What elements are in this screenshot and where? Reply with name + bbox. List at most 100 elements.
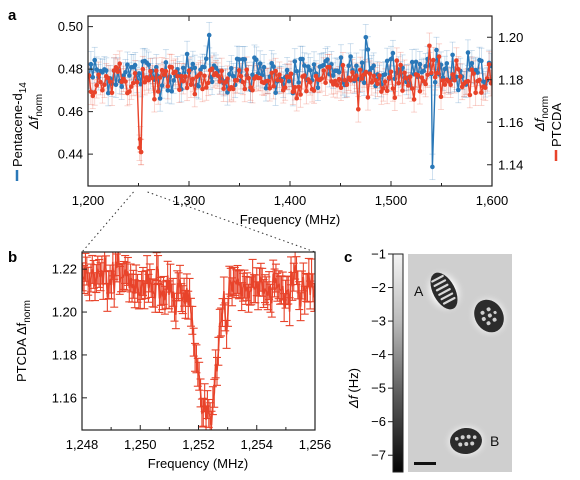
a-yr-tick-label: 1.18 bbox=[498, 72, 523, 87]
panel-label-c: c bbox=[344, 249, 352, 266]
a-data-point bbox=[146, 62, 151, 68]
a-data-point bbox=[157, 96, 163, 101]
a-data-point bbox=[240, 79, 246, 85]
a-data-point bbox=[431, 57, 436, 63]
a-data-point bbox=[152, 96, 157, 102]
a-data-point bbox=[269, 70, 275, 76]
a-data-point bbox=[382, 72, 388, 77]
a-data-point bbox=[342, 77, 348, 83]
a-data-point bbox=[175, 73, 180, 79]
svg-text:Δfnorm: Δfnorm bbox=[26, 94, 45, 130]
svg-text:PTCDA Δfnorm: PTCDA Δfnorm bbox=[14, 300, 33, 382]
a-yl-tick-label: 0.46 bbox=[58, 104, 83, 119]
a-data-point bbox=[257, 75, 263, 81]
a-data-point bbox=[96, 72, 101, 78]
a-data-point bbox=[159, 67, 165, 73]
a-data-point bbox=[196, 84, 201, 89]
right-y-label-main: PTCDA bbox=[549, 103, 564, 147]
a-yr-tick-label: 1.14 bbox=[498, 157, 523, 172]
a-data-point bbox=[467, 92, 473, 98]
a-data-point bbox=[88, 61, 94, 67]
a-data-point bbox=[450, 72, 455, 77]
a-data-point bbox=[94, 67, 99, 72]
a-data-point bbox=[338, 55, 344, 60]
colorbar-tick-label: −3 bbox=[371, 314, 386, 329]
a-data-point bbox=[392, 95, 398, 100]
a-data-point bbox=[100, 88, 105, 93]
a-data-point bbox=[307, 80, 313, 85]
b-x-tick-label: 1,248 bbox=[66, 437, 99, 452]
a-data-point bbox=[340, 62, 346, 68]
colorbar-tick-label: −4 bbox=[371, 347, 386, 362]
a-data-point bbox=[163, 68, 169, 74]
pentacene-series bbox=[88, 32, 492, 170]
a-data-point bbox=[94, 83, 99, 88]
a-data-point bbox=[456, 87, 461, 93]
a-data-point bbox=[477, 77, 482, 83]
a-x-tick-label: 1,200 bbox=[72, 193, 105, 208]
a-data-point bbox=[354, 73, 359, 78]
a-data-point bbox=[407, 74, 413, 79]
a-data-point bbox=[229, 66, 234, 71]
a-data-point bbox=[209, 79, 215, 85]
molecule-a bbox=[422, 266, 466, 316]
b-y-tick-label: 1.22 bbox=[52, 262, 77, 277]
a-data-point bbox=[363, 69, 369, 75]
a-data-point bbox=[123, 70, 128, 75]
a-data-point bbox=[409, 86, 415, 91]
left-y-label-sub: 14 bbox=[18, 82, 29, 94]
a-data-point bbox=[321, 68, 327, 73]
molecule-2 bbox=[466, 292, 512, 340]
a-data-point bbox=[430, 164, 435, 170]
a-data-point bbox=[290, 89, 296, 94]
a-data-point bbox=[129, 84, 134, 89]
a-data-point bbox=[423, 81, 428, 87]
a-data-point bbox=[390, 50, 396, 56]
a-data-point bbox=[454, 58, 459, 63]
a-data-point bbox=[113, 82, 119, 87]
colorbar-tick-label: −1 bbox=[371, 247, 386, 262]
a-data-point bbox=[442, 66, 448, 72]
panel-b-series bbox=[82, 252, 315, 426]
a-data-point bbox=[198, 71, 203, 76]
a-data-point bbox=[177, 87, 182, 93]
a-data-point bbox=[359, 60, 365, 65]
a-data-point bbox=[246, 75, 251, 81]
a-data-point bbox=[242, 86, 248, 92]
a-data-point bbox=[377, 73, 382, 78]
a-data-point bbox=[165, 83, 171, 89]
a-data-point bbox=[404, 75, 409, 81]
a-data-point bbox=[469, 67, 475, 72]
a-x-tick-label: 1,500 bbox=[375, 193, 408, 208]
panel-a-x-axis: 1,200 1,300 1,400 1,500 1,600 bbox=[72, 16, 508, 208]
a-data-point bbox=[92, 90, 97, 95]
a-data-point bbox=[180, 78, 186, 84]
a-data-point bbox=[386, 75, 392, 80]
a-data-point bbox=[321, 62, 327, 68]
a-data-point bbox=[90, 93, 96, 99]
a-data-point bbox=[127, 73, 132, 78]
a-data-point bbox=[413, 59, 419, 65]
a-data-point bbox=[486, 62, 492, 67]
a-data-point bbox=[479, 58, 484, 64]
a-data-point bbox=[298, 92, 303, 97]
a-data-point bbox=[294, 69, 300, 74]
a-data-point bbox=[354, 63, 359, 69]
a-data-point bbox=[388, 69, 394, 75]
a-data-point bbox=[190, 76, 196, 82]
a-data-point bbox=[261, 64, 267, 70]
right-y-label-line2: Δf bbox=[532, 117, 547, 132]
a-data-point bbox=[288, 71, 294, 77]
a-data-point bbox=[384, 58, 390, 64]
a-data-point bbox=[417, 89, 423, 94]
a-data-point bbox=[265, 78, 271, 84]
a-data-point bbox=[375, 81, 380, 87]
a-data-point bbox=[90, 75, 96, 80]
a-data-point bbox=[180, 65, 186, 71]
a-data-point bbox=[438, 94, 444, 99]
a-data-point bbox=[250, 87, 255, 93]
a-data-point bbox=[92, 57, 97, 63]
a-data-point bbox=[371, 63, 377, 68]
a-data-point bbox=[271, 83, 276, 89]
